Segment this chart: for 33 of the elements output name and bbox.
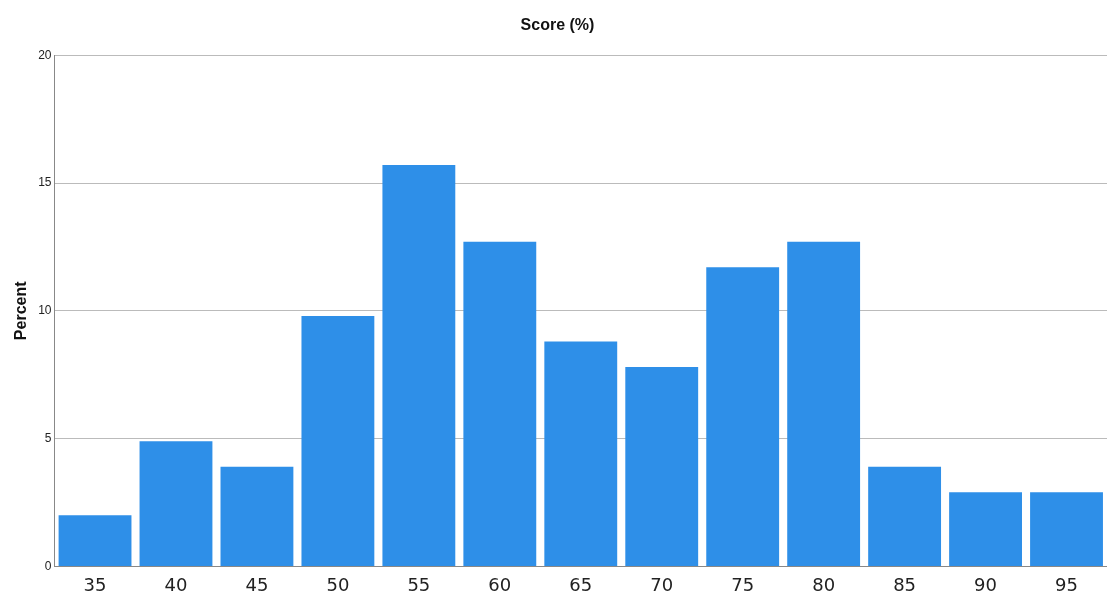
y-tick-label: 10 — [38, 303, 52, 318]
bar — [949, 492, 1022, 566]
bar — [382, 165, 456, 566]
bar — [625, 367, 699, 566]
x-tick-label: 95 — [1055, 573, 1078, 595]
bar — [463, 241, 537, 566]
y-tick-label: 0 — [44, 558, 52, 573]
bar — [706, 267, 780, 566]
y-axis-title: Percent — [12, 280, 30, 341]
bar — [139, 441, 213, 566]
bar — [58, 515, 132, 566]
x-tick-label: 45 — [245, 573, 269, 595]
bar — [544, 341, 618, 566]
x-tick-label: 55 — [407, 573, 431, 595]
x-tick-label: 70 — [650, 573, 674, 595]
bar — [301, 315, 375, 566]
x-tick-label: 65 — [569, 573, 593, 595]
x-tick-label: 40 — [164, 573, 188, 595]
bar — [1030, 492, 1103, 566]
bar — [868, 466, 942, 566]
x-tick-label: 75 — [731, 573, 755, 595]
y-tick-label: 20 — [38, 47, 52, 62]
bar — [787, 241, 861, 566]
x-tick-label: 85 — [893, 573, 917, 595]
chart-title: Score (%) — [520, 16, 595, 34]
x-tick-label: 35 — [83, 573, 107, 595]
y-tick-label: 5 — [44, 430, 52, 445]
y-tick-label: 15 — [38, 175, 52, 190]
x-tick-label: 90 — [974, 573, 998, 595]
x-tick-label: 50 — [326, 573, 350, 595]
x-tick-label: 80 — [812, 573, 836, 595]
bar — [220, 466, 294, 566]
x-tick-label: 60 — [488, 573, 512, 595]
